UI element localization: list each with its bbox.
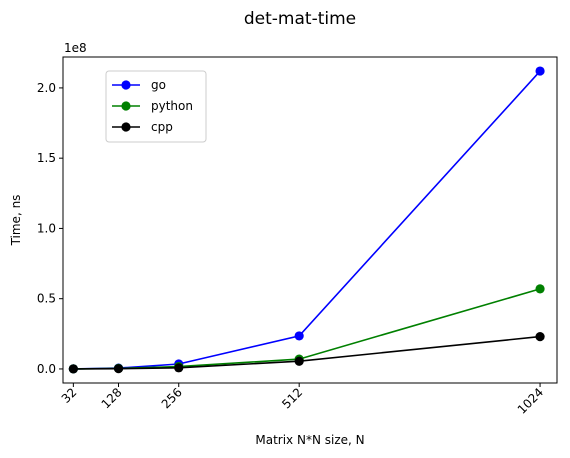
data-point-cpp — [294, 356, 304, 366]
y-axis-label: Time, ns — [9, 195, 23, 247]
data-point-cpp — [68, 364, 78, 374]
legend-marker — [121, 101, 131, 111]
legend-item-python: python — [112, 99, 193, 113]
series-cpp — [68, 332, 545, 374]
legend-label: cpp — [151, 120, 173, 134]
y-tick-label: 1.0 — [37, 221, 56, 235]
data-point-cpp — [535, 332, 545, 342]
legend-item-go: go — [112, 78, 166, 92]
legend-label: go — [151, 78, 166, 92]
y-axis: 0.0 0.5 1.0 1.5 2.0 — [37, 81, 63, 376]
chart-title: det-mat-time — [244, 9, 356, 29]
y-tick-label: 2.0 — [37, 81, 56, 95]
legend-marker — [121, 122, 131, 132]
data-point-cpp — [113, 364, 124, 374]
data-point-python — [535, 284, 545, 294]
y-tick-label: 0.0 — [37, 362, 56, 376]
data-point-cpp — [174, 363, 184, 373]
legend-frame — [105, 70, 207, 143]
legend-label: python — [151, 99, 193, 113]
y-tick-label: 1.5 — [37, 151, 56, 165]
x-axis-label: Matrix N*N size, N — [255, 433, 364, 447]
legend-item-cpp: cpp — [112, 120, 173, 134]
data-point-go — [294, 331, 304, 341]
y-tick-label: 0.5 — [37, 292, 56, 306]
legend: go python cpp — [105, 70, 207, 143]
y-offset-label: 1e8 — [64, 41, 87, 55]
series-layer — [68, 66, 545, 374]
data-point-go — [535, 66, 545, 76]
legend-marker — [121, 80, 131, 90]
